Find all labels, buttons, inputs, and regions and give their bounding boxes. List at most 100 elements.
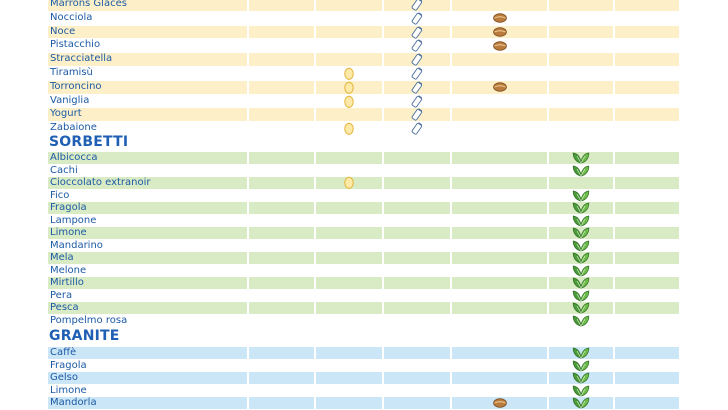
table-row: Stracciatella	[48, 53, 679, 66]
milk-bottle-icon	[411, 39, 423, 52]
column-divider	[382, 25, 384, 39]
hazelnut-icon	[493, 27, 507, 37]
leaf-icon	[572, 252, 590, 264]
column-divider	[450, 227, 452, 239]
column-divider	[547, 277, 549, 289]
flavor-name: Mandorla	[50, 397, 97, 408]
column-divider	[247, 0, 249, 11]
row-band	[48, 53, 679, 66]
column-divider	[382, 347, 384, 359]
column-divider	[382, 302, 384, 314]
column-divider	[450, 347, 452, 359]
column-divider	[450, 108, 452, 122]
milk-bottle-icon	[411, 108, 423, 121]
table-row: Pera	[48, 290, 679, 302]
egg-icon	[344, 122, 354, 135]
flavor-name: Cioccolato extranoir	[50, 177, 151, 188]
table-row: Marrons Glacés	[48, 0, 679, 11]
flavor-name: Pera	[50, 289, 73, 301]
column-divider	[613, 108, 615, 122]
leaf-icon	[572, 347, 590, 359]
table-row: Albicocca	[48, 152, 679, 164]
flavor-name: Fragola	[50, 359, 87, 371]
row-band	[48, 152, 679, 164]
column-divider	[247, 347, 249, 359]
column-divider	[314, 202, 316, 214]
column-divider	[450, 80, 452, 94]
column-divider	[613, 397, 615, 409]
column-divider	[613, 0, 615, 11]
table-row: Torroncino	[48, 80, 679, 94]
column-divider	[450, 302, 452, 314]
column-divider	[314, 227, 316, 239]
column-divider	[247, 202, 249, 214]
flavor-name: Limone	[50, 384, 87, 396]
milk-bottle-icon	[411, 53, 423, 66]
leaf-icon	[572, 202, 590, 214]
column-divider	[314, 277, 316, 289]
table-row: Mandorla	[48, 397, 679, 409]
column-divider	[382, 372, 384, 384]
leaf-icon	[572, 372, 590, 384]
column-divider	[247, 302, 249, 314]
milk-bottle-icon	[411, 25, 423, 39]
leaf-icon	[572, 152, 590, 164]
table-row: Fragola	[48, 202, 679, 214]
column-divider	[314, 80, 316, 94]
leaf-icon	[572, 315, 590, 327]
row-band	[48, 347, 679, 359]
column-divider	[547, 108, 549, 122]
column-divider	[247, 397, 249, 409]
column-divider	[314, 0, 316, 11]
column-divider	[247, 25, 249, 39]
column-divider	[613, 80, 615, 94]
milk-bottle-icon	[411, 67, 423, 80]
flavor-name: Mandarino	[50, 239, 103, 251]
milk-bottle-icon	[411, 0, 423, 11]
column-divider	[450, 372, 452, 384]
column-divider	[314, 397, 316, 409]
flavor-name: Noce	[50, 25, 76, 37]
leaf-icon	[572, 397, 590, 409]
column-divider	[450, 152, 452, 164]
column-divider	[547, 25, 549, 39]
flavor-name: Melone	[50, 264, 87, 276]
column-divider	[613, 25, 615, 39]
column-divider	[382, 0, 384, 11]
column-divider	[314, 152, 316, 164]
column-divider	[314, 252, 316, 264]
column-divider	[247, 227, 249, 239]
section-title-granite: GRANITE	[49, 328, 120, 344]
table-row: Fragola	[48, 360, 679, 372]
column-divider	[450, 202, 452, 214]
table-row: Cioccolato extranoir	[48, 176, 679, 190]
column-divider	[247, 53, 249, 66]
row-band	[48, 80, 679, 94]
milk-bottle-icon	[411, 12, 423, 25]
column-divider	[450, 25, 452, 39]
table-row: Gelso	[48, 372, 679, 384]
leaf-icon	[572, 290, 590, 302]
flavor-name: Zabaione	[50, 122, 97, 134]
table-row: Yogurt	[48, 108, 679, 122]
flavor-name: Vaniglia	[50, 94, 90, 106]
flavor-name: Mirtillo	[50, 277, 84, 288]
column-divider	[613, 227, 615, 239]
table-row: Melone	[48, 265, 679, 277]
leaf-icon	[572, 385, 590, 397]
column-divider	[547, 177, 549, 189]
column-divider	[382, 80, 384, 94]
column-divider	[547, 53, 549, 66]
column-divider	[613, 152, 615, 164]
column-divider	[547, 0, 549, 11]
column-divider	[613, 202, 615, 214]
flavor-name: Gelso	[50, 372, 79, 383]
table-row: Pompelmo rosa	[48, 315, 679, 327]
row-band	[48, 177, 679, 189]
hazelnut-icon	[493, 13, 507, 23]
table-row: Nocciola	[48, 12, 679, 25]
column-divider	[247, 177, 249, 189]
egg-icon	[344, 81, 354, 94]
column-divider	[547, 372, 549, 384]
